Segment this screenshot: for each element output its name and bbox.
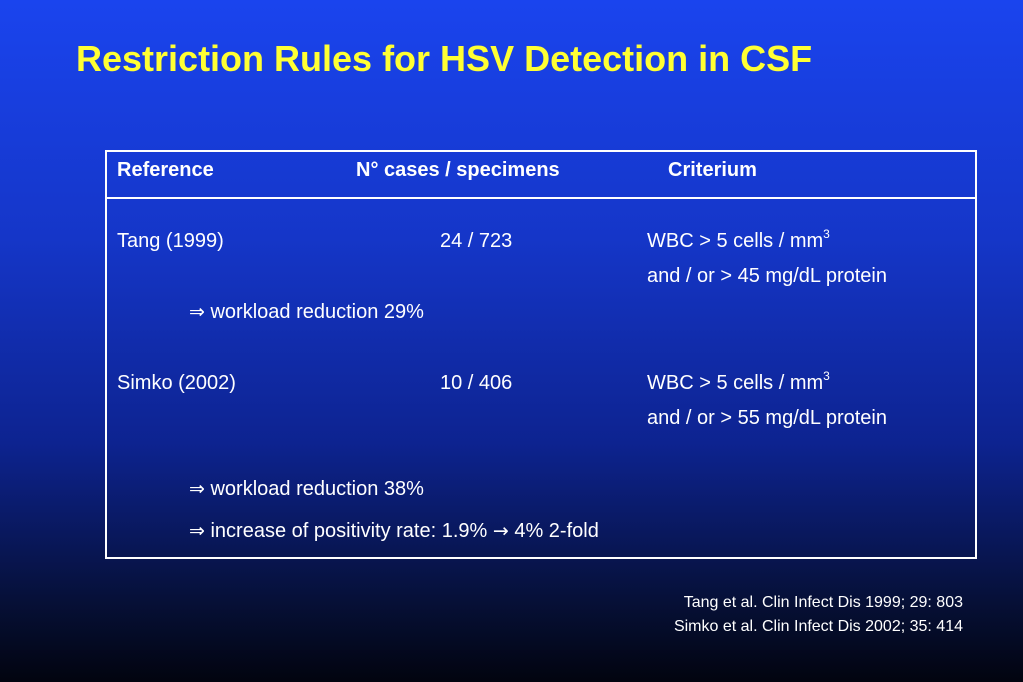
row-tang-outcome: ⇒ workload reduction 29%	[189, 301, 424, 323]
header-cases-specimens: N° cases / specimens	[356, 159, 560, 181]
row-tang-criterion-wbc: WBC > 5 cells / mm3	[647, 227, 830, 252]
row-simko-reference: Simko (2002)	[117, 372, 236, 394]
header-divider	[107, 197, 975, 199]
citations: Tang et al. Clin Infect Dis 1999; 29: 80…	[674, 591, 963, 639]
row-simko-criterion-protein: and / or > 55 mg/dL protein	[647, 407, 887, 429]
row-tang-criterion-protein: and / or > 45 mg/dL protein	[647, 265, 887, 287]
header-reference: Reference	[117, 159, 214, 181]
row-tang-cases: 24 / 723	[440, 230, 513, 252]
row-simko-cases: 10 / 406	[440, 372, 513, 394]
citation-simko: Simko et al. Clin Infect Dis 2002; 35: 4…	[673, 618, 963, 635]
header-criterium: Criterium	[668, 159, 757, 181]
row-simko-outcome: ⇒ workload reduction 38%	[189, 478, 424, 500]
implies-arrow-icon: ⇒	[189, 520, 205, 542]
right-arrow-icon: →	[492, 520, 509, 542]
implies-arrow-icon: ⇒	[189, 301, 205, 323]
row-simko-positivity: ⇒ increase of positivity rate: 1.9% → 4%…	[189, 520, 599, 542]
restriction-rules-table: Reference N° cases / specimens Criterium…	[105, 150, 977, 559]
row-tang-reference: Tang (1999)	[117, 230, 224, 252]
row-simko-criterion-wbc: WBC > 5 cells / mm3	[647, 369, 830, 394]
slide-title: Restriction Rules for HSV Detection in C…	[76, 38, 813, 79]
citation-tang: Tang et al. Clin Infect Dis 1999; 29: 80…	[683, 594, 963, 611]
implies-arrow-icon: ⇒	[189, 478, 205, 500]
